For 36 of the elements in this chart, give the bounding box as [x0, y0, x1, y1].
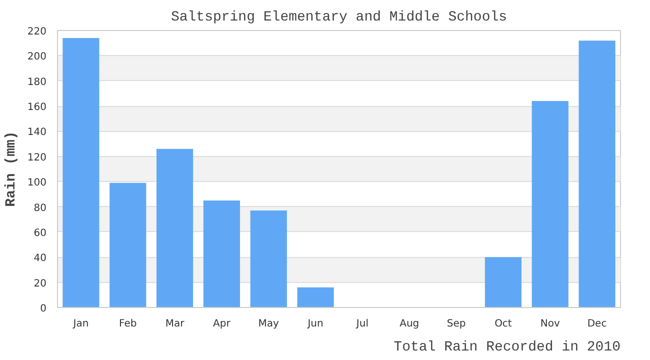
- x-tick-label: Oct: [494, 318, 512, 330]
- bar: [62, 38, 100, 308]
- chart-title: Saltspring Elementary and Middle Schools: [170, 10, 508, 26]
- y-tick-label: 0: [40, 304, 47, 314]
- x-tick-label: Sep: [446, 318, 466, 330]
- y-tick-label: 100: [27, 178, 47, 189]
- bar: [203, 200, 240, 308]
- bar: [297, 287, 334, 308]
- y-tick-label: 20: [34, 278, 47, 290]
- y-tick-label: 60: [34, 228, 47, 239]
- x-tick-label: Mar: [165, 318, 186, 330]
- x-tick-label: Jul: [355, 318, 369, 330]
- y-tick-label: 120: [27, 152, 47, 164]
- y-tick-label: 40: [34, 253, 47, 264]
- y-tick-label: 220: [27, 26, 47, 38]
- x-tick-label: Jan: [72, 318, 89, 330]
- x-tick-label: Jun: [306, 318, 324, 330]
- y-tick-label: 140: [27, 127, 47, 138]
- bar: [484, 257, 522, 308]
- x-axis-title: Total Rain Recorded in 2010: [394, 340, 621, 356]
- bar: [578, 40, 616, 308]
- y-axis-title: Rain (mm): [3, 131, 20, 207]
- x-tick-label: Nov: [540, 318, 560, 330]
- y-tick-label: 180: [27, 76, 47, 88]
- x-tick-label: Feb: [119, 318, 137, 330]
- bar: [110, 182, 146, 308]
- x-tick-label: Aug: [400, 318, 420, 330]
- x-tick-label: Apr: [213, 318, 232, 330]
- bar: [532, 101, 568, 308]
- y-tick-label: 200: [27, 52, 47, 63]
- bar: [156, 148, 194, 308]
- x-tick-label: Dec: [587, 318, 607, 330]
- x-tick-label: May: [258, 318, 280, 330]
- y-tick-label: 160: [27, 102, 47, 114]
- bar: [250, 210, 287, 308]
- y-tick-label: 80: [34, 202, 47, 214]
